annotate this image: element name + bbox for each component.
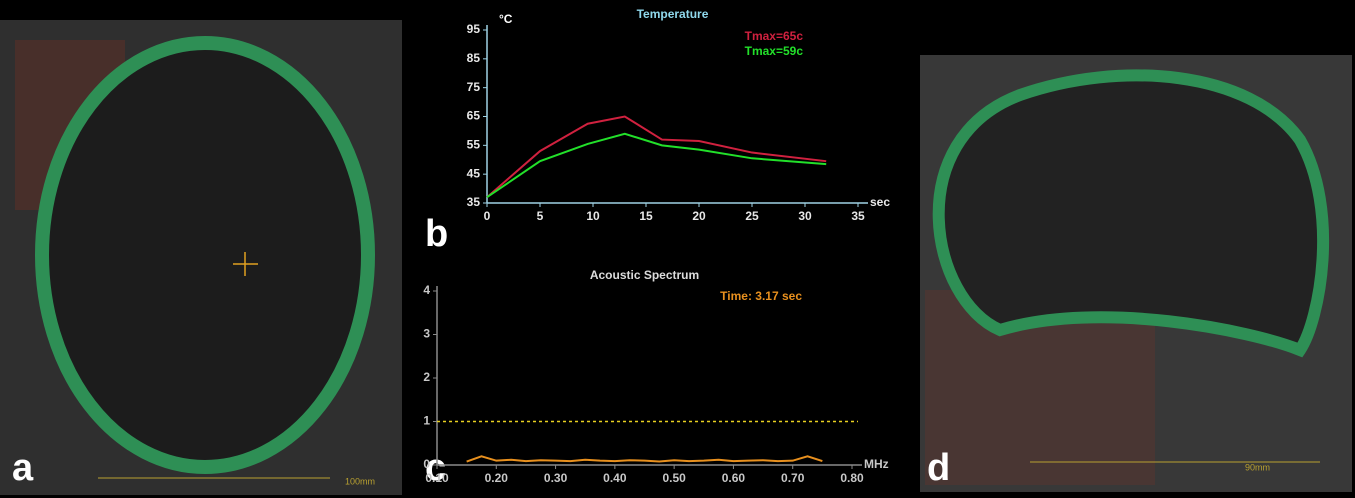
legend-entry: Tmax=65c [745,29,804,43]
chart-title: Acoustic Spectrum [590,268,699,282]
data-line [486,115,827,198]
x-tick-label: 0.40 [603,471,627,485]
x-tick-label: 0.80 [840,471,864,485]
y-axis-label: °C [499,12,513,26]
y-tick-label: 35 [467,195,481,209]
panel-label: c [425,447,446,489]
skull-outline [932,69,1330,358]
skull-outline [35,36,375,474]
x-tick-label: 0.20 [485,471,509,485]
x-tick-label: 35 [851,209,865,223]
y-tick-label: 45 [467,166,481,180]
y-tick-label: 3 [423,327,430,341]
data-line [486,132,827,199]
panel-label: d [927,447,950,489]
y-tick-label: 95 [467,22,481,36]
x-axis-label: sec [870,195,890,209]
scale-label: 100mm [345,476,375,486]
y-tick-label: 85 [467,51,481,65]
chart-title: Temperature [637,7,709,21]
scale-label: 90mm [1245,462,1270,472]
x-tick-label: 0.10 [425,471,449,485]
x-tick-label: 0.70 [781,471,805,485]
y-tick-label: 55 [467,138,481,152]
legend-entry: Tmax=59c [745,44,804,58]
x-tick-label: 0.50 [662,471,686,485]
annotation: Time: 3.17 sec [720,289,802,303]
panel-label: b [425,213,448,255]
x-axis-label: MHz [864,457,889,471]
x-tick-label: 30 [798,209,812,223]
mri-image-a: 100mm [0,20,402,495]
x-tick-label: 0.60 [722,471,746,485]
x-tick-label: 20 [692,209,706,223]
panel-label: a [12,447,34,489]
data-line [466,455,823,463]
x-tick-label: 0 [484,209,491,223]
y-tick-label: 2 [423,370,430,384]
mri-image-d: 90mm [920,55,1352,492]
y-tick-label: 4 [423,283,430,297]
y-tick-label: 75 [467,80,481,94]
y-tick-label: 65 [467,109,481,123]
x-tick-label: 0.30 [544,471,568,485]
x-tick-label: 5 [537,209,544,223]
x-tick-label: 10 [586,209,600,223]
x-tick-label: 25 [745,209,759,223]
y-tick-label: 0 [423,457,430,471]
x-tick-label: 15 [639,209,653,223]
y-tick-label: 1 [423,414,430,428]
